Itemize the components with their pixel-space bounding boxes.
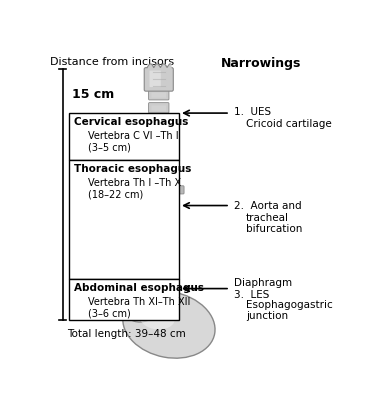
Text: Vertebra Th I –Th X: Vertebra Th I –Th X <box>87 178 181 188</box>
FancyBboxPatch shape <box>153 137 158 273</box>
Text: 2.  Aorta and: 2. Aorta and <box>234 201 302 211</box>
FancyBboxPatch shape <box>152 105 166 111</box>
Text: Vertebra C VI –Th I: Vertebra C VI –Th I <box>87 131 178 141</box>
Text: tracheal: tracheal <box>246 213 289 223</box>
Text: Cervical esophagus: Cervical esophagus <box>75 117 189 127</box>
Text: (18–22 cm): (18–22 cm) <box>87 190 143 200</box>
Text: Abdominal esophagus: Abdominal esophagus <box>75 283 204 293</box>
FancyBboxPatch shape <box>128 187 144 197</box>
FancyBboxPatch shape <box>148 129 169 139</box>
FancyBboxPatch shape <box>130 265 152 280</box>
Text: junction: junction <box>246 311 288 321</box>
FancyBboxPatch shape <box>148 116 169 126</box>
Ellipse shape <box>124 289 161 322</box>
Bar <box>69 113 179 160</box>
FancyBboxPatch shape <box>171 186 184 194</box>
FancyBboxPatch shape <box>152 92 166 98</box>
FancyBboxPatch shape <box>144 68 173 91</box>
Bar <box>69 160 179 279</box>
FancyBboxPatch shape <box>152 131 166 137</box>
Text: Narrowings: Narrowings <box>221 57 302 70</box>
Text: (3–6 cm): (3–6 cm) <box>87 309 130 319</box>
Text: bifurcation: bifurcation <box>246 224 302 234</box>
Text: Distance from incisors: Distance from incisors <box>50 57 174 67</box>
FancyBboxPatch shape <box>152 137 166 276</box>
Text: 15 cm: 15 cm <box>72 88 114 101</box>
Text: Vertebra Th XI–Th XII: Vertebra Th XI–Th XII <box>87 298 190 307</box>
Text: 3.  LES: 3. LES <box>234 289 270 300</box>
Text: Esophagogastric: Esophagogastric <box>246 300 333 311</box>
Ellipse shape <box>123 291 215 358</box>
Text: (3–5 cm): (3–5 cm) <box>87 143 130 153</box>
FancyBboxPatch shape <box>152 118 166 124</box>
FancyBboxPatch shape <box>150 70 161 87</box>
FancyBboxPatch shape <box>148 103 169 113</box>
Ellipse shape <box>140 307 175 329</box>
Text: 1.  UES: 1. UES <box>234 107 272 117</box>
Bar <box>69 279 179 320</box>
Text: Diaphragm: Diaphragm <box>234 278 292 288</box>
Text: Cricoid cartilage: Cricoid cartilage <box>246 119 332 129</box>
Text: Thoracic esophagus: Thoracic esophagus <box>75 164 192 174</box>
FancyBboxPatch shape <box>148 90 169 100</box>
Text: Total length: 39–48 cm: Total length: 39–48 cm <box>67 329 186 339</box>
